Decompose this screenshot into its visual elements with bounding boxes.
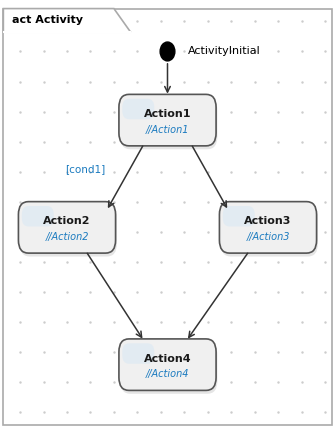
FancyBboxPatch shape [221, 205, 318, 257]
FancyBboxPatch shape [219, 202, 317, 253]
Text: act Activity: act Activity [12, 15, 83, 25]
Text: //Action4: //Action4 [146, 369, 189, 379]
FancyBboxPatch shape [122, 99, 154, 119]
Text: //Action3: //Action3 [246, 232, 290, 242]
FancyBboxPatch shape [120, 98, 217, 149]
Text: [cond1]: [cond1] [65, 164, 105, 174]
FancyBboxPatch shape [18, 202, 116, 253]
Text: Action1: Action1 [144, 109, 191, 119]
FancyBboxPatch shape [119, 339, 216, 390]
Text: Action3: Action3 [244, 216, 292, 226]
FancyBboxPatch shape [122, 343, 154, 364]
Polygon shape [3, 9, 131, 32]
FancyBboxPatch shape [3, 9, 332, 425]
FancyBboxPatch shape [119, 94, 216, 146]
FancyBboxPatch shape [223, 206, 255, 227]
Text: //Action1: //Action1 [146, 124, 189, 135]
FancyBboxPatch shape [120, 342, 217, 394]
Text: Action4: Action4 [144, 353, 191, 363]
Text: ActivityInitial: ActivityInitial [188, 46, 261, 57]
Circle shape [160, 42, 175, 61]
Text: Action2: Action2 [43, 216, 91, 226]
Text: //Action2: //Action2 [45, 232, 89, 242]
FancyBboxPatch shape [20, 205, 117, 257]
FancyBboxPatch shape [22, 206, 54, 227]
